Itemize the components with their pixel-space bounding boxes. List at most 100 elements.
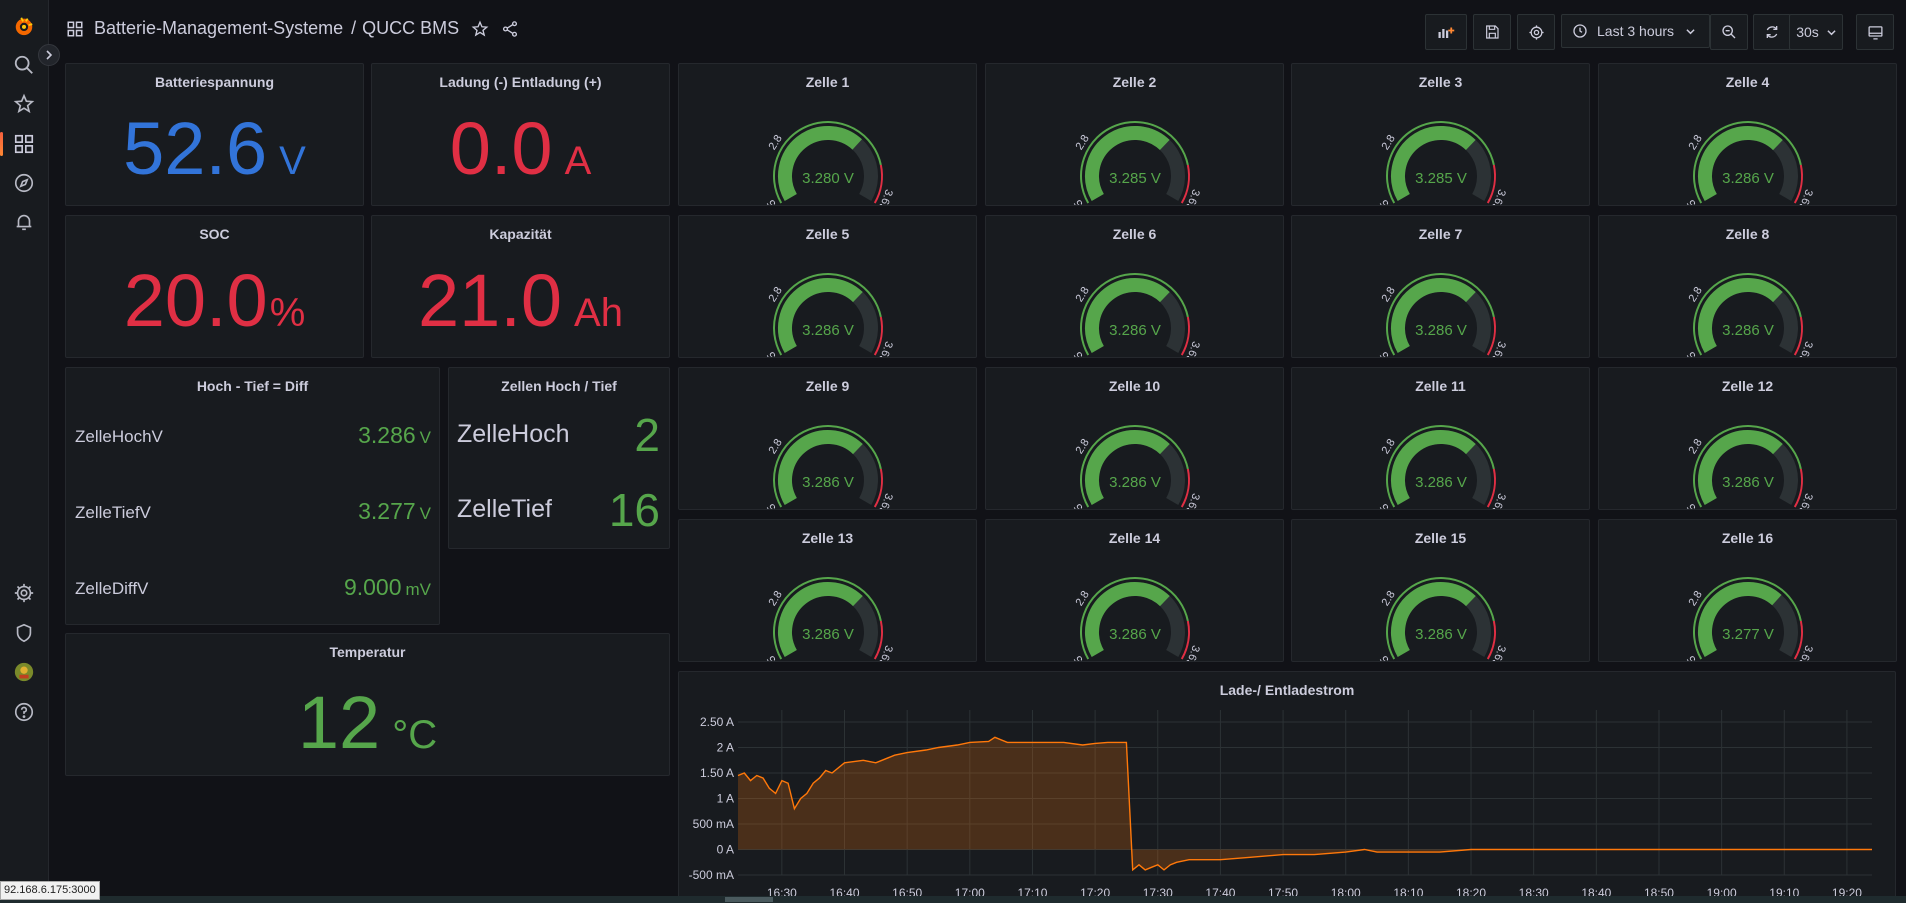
shield-icon[interactable] <box>8 617 40 649</box>
diff-row-label: ZelleTiefV <box>75 503 151 522</box>
gauge-value-text: 3.286 V <box>1722 474 1774 491</box>
alerting-bell-icon[interactable] <box>8 206 40 238</box>
dashboards-icon[interactable] <box>0 128 40 160</box>
panel-title: Zellen Hoch / Tief <box>501 378 617 394</box>
gauge-svg: 2.52.83.633.286 V <box>1685 121 1815 206</box>
panel-cell-gauge[interactable]: Zelle 62.52.83.633.286 V <box>985 215 1284 358</box>
gauge-tick-label: 3.6 <box>1798 644 1814 662</box>
gauge-svg: 2.52.83.633.277 V <box>1685 577 1815 662</box>
dashboard-settings-button[interactable] <box>1517 14 1555 50</box>
search-icon[interactable] <box>8 49 40 81</box>
tv-mode-button[interactable] <box>1856 14 1894 50</box>
gauge-threshold-green <box>773 273 882 356</box>
gauge-threshold-red <box>873 316 883 356</box>
panel-title: Ladung (-) Entladung (+) <box>439 74 602 90</box>
grafana-logo-icon[interactable] <box>8 10 40 42</box>
gauge-tick-label: 3 <box>1795 353 1808 358</box>
zoom-out-icon <box>1722 25 1736 39</box>
panel-cell-gauge[interactable]: Zelle 13 2.52.83.633.286 V <box>678 519 977 662</box>
gauge-threshold-red <box>1793 468 1803 508</box>
panel-cell-gauge[interactable]: Zelle 92.52.83.633.286 V <box>678 367 977 510</box>
gauge-value-arc <box>778 126 862 201</box>
panel-title: Hoch - Tief = Diff <box>196 378 309 394</box>
gauge-threshold-green <box>1693 273 1802 356</box>
help-icon[interactable] <box>8 696 40 728</box>
gauge-tick-label: 2.5 <box>765 653 783 662</box>
time-range-picker[interactable]: Last 3 hours <box>1561 14 1710 48</box>
gauge-svg: 2.52.83.633.286 V <box>1378 273 1508 357</box>
panel-cell-gauge[interactable]: Zelle 72.52.83.633.286 V <box>1291 215 1590 358</box>
diff-row-value: 9.000 mV <box>344 574 431 601</box>
gauge-threshold-green <box>1080 121 1189 204</box>
panel-cell-gauge[interactable]: Zelle 102.52.83.633.286 V <box>985 367 1284 510</box>
gauge-threshold-green <box>1080 577 1189 660</box>
panel-cell-gauge[interactable]: Zelle 152.52.83.633.286 V <box>1291 519 1590 662</box>
gauge-tick-label: 3 <box>1795 201 1808 206</box>
panel-title: Zelle 14 <box>1108 530 1161 546</box>
panel-cell-gauge[interactable]: Zelle 12.52.83.633.280 V <box>678 63 977 206</box>
panel-cell-gauge[interactable]: Zelle 112.52.83.633.286 V <box>1291 367 1590 510</box>
star-icon[interactable] <box>8 88 40 120</box>
gauge-svg: 2.52.83.633.285 V <box>1072 121 1202 205</box>
zoom-out-button[interactable] <box>1710 14 1748 50</box>
gauge-threshold-red <box>1486 164 1496 204</box>
gauge-tick-label: 3.6 <box>878 188 894 206</box>
user-avatar-icon[interactable] <box>8 656 40 688</box>
chart-y-tick-label: 2.50 A <box>700 715 734 729</box>
share-icon[interactable] <box>501 20 519 38</box>
panel-soc[interactable]: SOC 20.0% <box>65 215 364 358</box>
sidebar-expand-button[interactable] <box>38 44 60 66</box>
horizontal-scrollbar-thumb[interactable] <box>725 897 773 902</box>
refresh-button[interactable] <box>1753 14 1791 50</box>
gauge-value-arc <box>1698 430 1783 505</box>
gauge-svg: 2.52.83.633.286 V <box>1072 425 1202 510</box>
add-panel-button[interactable] <box>1425 14 1467 50</box>
chart-y-tick-label: -500 mA <box>689 868 734 882</box>
panel-cell-gauge[interactable]: Zelle 142.52.83.633.286 V <box>985 519 1284 662</box>
chevron-down-icon <box>1686 28 1695 34</box>
gauge-tick-label: 3 <box>875 505 888 510</box>
gear-icon[interactable] <box>8 577 40 609</box>
panel-title: Temperatur <box>329 644 406 660</box>
star-favorite-icon[interactable] <box>471 20 489 38</box>
gauge-value-arc <box>778 582 863 657</box>
panel-cell-gauge[interactable]: Zelle 52.52.83.633.286 V <box>678 215 977 358</box>
gauge-tick-label: 2.5 <box>1072 349 1090 358</box>
panel-capacity[interactable]: Kapazität 21.0 Ah <box>371 215 670 358</box>
gauge-tick-label: 2.5 <box>1685 349 1703 358</box>
gauge-tick-label: 3 <box>1182 505 1195 510</box>
panel-charge-current[interactable]: Ladung (-) Entladung (+) 0.0 A <box>371 63 670 206</box>
gauge-svg: 2.52.83.633.286 V <box>765 577 895 662</box>
time-range-label: Last 3 hours <box>1597 23 1675 39</box>
panel-cell-gauge[interactable]: Zelle 3 2.52.83.633.285 V <box>1291 63 1590 206</box>
panel-cell-gauge[interactable]: Zelle 42.52.83.633.286 V <box>1598 63 1897 206</box>
panel-title: Zelle 13 <box>801 530 854 546</box>
breadcrumb-folder[interactable]: Batterie-Management-Systeme <box>94 18 344 38</box>
panel-title: Kapazität <box>489 226 552 242</box>
save-dashboard-button[interactable] <box>1473 14 1511 50</box>
panel-temperature[interactable]: Temperatur 12 °C <box>65 633 670 776</box>
gauge-svg: 2.52.83.633.285 V <box>1378 121 1508 205</box>
panel-title: Zelle 8 <box>1725 226 1770 242</box>
gauge-threshold-green <box>1080 273 1189 356</box>
panel-high-low-diff[interactable]: Hoch - Tief = Diff ZelleHochV 3.286 V Zel… <box>65 367 440 625</box>
refresh-interval-picker[interactable]: 30s <box>1789 14 1843 50</box>
dashboard-title[interactable]: QUCC BMS <box>362 18 460 38</box>
panel-cell-gauge[interactable]: Zelle 22.52.83.633.285 V <box>985 63 1284 206</box>
panel-cells-high-low[interactable]: Zellen Hoch / Tief ZelleHoch 2 ZelleTief… <box>448 367 670 549</box>
panel-cell-gauge[interactable]: Zelle 82.52.83.633.286 V <box>1598 215 1897 358</box>
gauge-threshold-red <box>873 620 883 660</box>
gauge-tick-label: 3 <box>1182 657 1195 662</box>
gauge-tick-label: 3 <box>1488 505 1501 510</box>
highlow-value: 16 <box>608 484 660 536</box>
gauge-tick-label: 3 <box>875 353 888 358</box>
panel-battery-voltage[interactable]: Batteriespannung 52.6 V <box>65 63 364 206</box>
gauge-value-text: 3.280 V <box>802 170 854 187</box>
panel-cell-gauge[interactable]: Zelle 162.52.83.633.277 V <box>1598 519 1897 662</box>
panel-charge-discharge-current-chart[interactable]: Lade-/ Entladestrom 2.50 A 2 A 1.50 A 1 A 50… <box>678 671 1896 903</box>
explore-compass-icon[interactable] <box>8 167 40 199</box>
panel-title: Zelle 3 <box>1418 74 1463 90</box>
panel-cell-gauge[interactable]: Zelle 122.52.83.633.286 V <box>1598 367 1897 510</box>
gauge-tick-label: 3.6 <box>1798 188 1814 206</box>
